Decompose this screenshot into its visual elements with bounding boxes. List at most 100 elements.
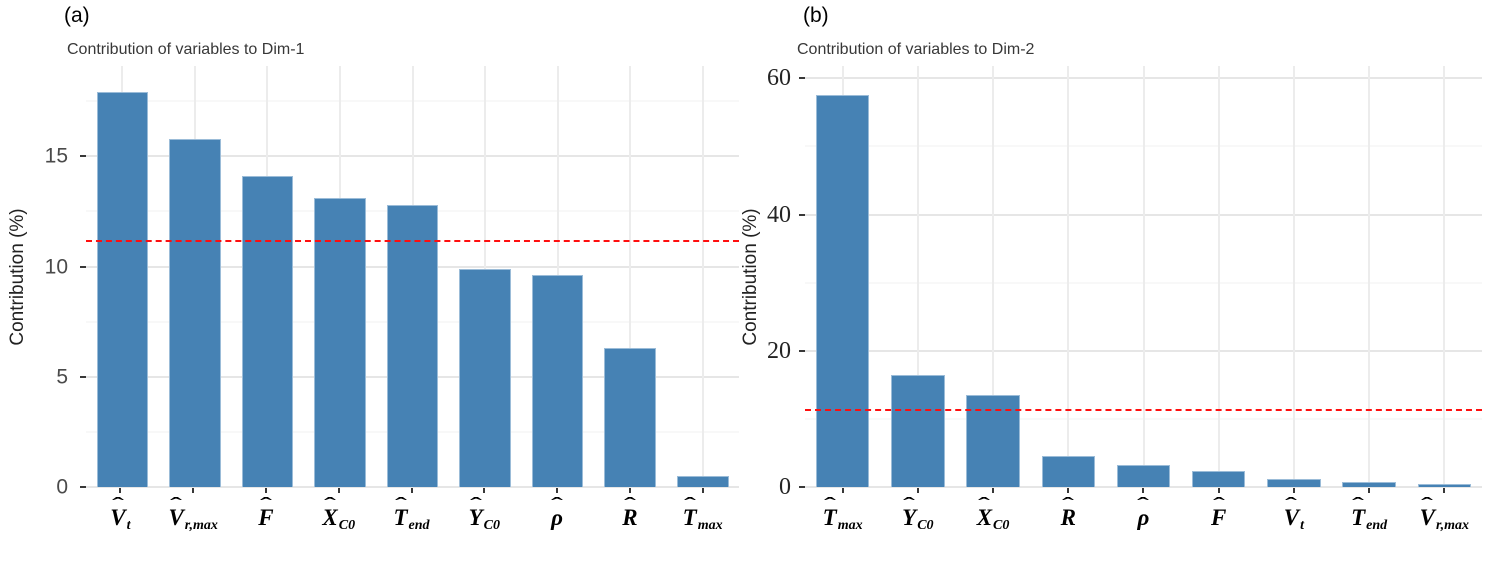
- hat-accent: ˆ: [259, 494, 272, 515]
- panel-dim1: (a) Contribution of variables to Dim-1 C…: [0, 4, 743, 545]
- x-category-subscript: C0: [917, 518, 934, 534]
- x-category: V ˆ r,max: [157, 487, 230, 545]
- gridline-vertical: [629, 66, 632, 487]
- panel-b-y-tick-marks: [793, 66, 805, 488]
- y-tick-label: 20: [767, 337, 791, 364]
- bar: [459, 268, 511, 487]
- x-category-subscript: C0: [483, 518, 500, 534]
- gridline-vertical: [916, 66, 919, 487]
- bar-slot: [805, 66, 880, 487]
- hat-accent: ˆ: [469, 494, 482, 515]
- x-category-label: V ˆ r,max: [1419, 494, 1470, 534]
- x-tick-mark: [841, 487, 844, 493]
- x-category: X ˆ C0: [955, 487, 1030, 545]
- y-tick-label: 5: [56, 365, 68, 389]
- panel-dim2: (b) Contribution of variables to Dim-2 C…: [740, 0, 1486, 571]
- y-tick-label: 15: [44, 144, 68, 168]
- mean-reference-line: [86, 240, 739, 243]
- x-category-label: V ˆ r,max: [168, 494, 218, 534]
- x-category-subscript: C0: [993, 518, 1010, 534]
- x-category-subscript: r,max: [184, 518, 218, 534]
- hat-accent: ˆ: [1352, 494, 1365, 515]
- bar-slot: [667, 66, 740, 487]
- bar: [169, 138, 221, 487]
- bar-slot: [86, 66, 159, 487]
- bar-slot: [449, 66, 522, 487]
- gridline-vertical: [701, 66, 704, 487]
- y-tick-mark: [799, 213, 805, 216]
- bar-slot: [1181, 66, 1256, 487]
- gridline-major: [805, 486, 1482, 488]
- x-tick-mark: [1217, 487, 1220, 493]
- bar: [314, 198, 366, 487]
- x-tick-mark: [192, 487, 195, 493]
- y-tick-label: 40: [767, 201, 791, 228]
- x-category-subscript: max: [697, 518, 723, 534]
- bar: [604, 348, 656, 487]
- hat-accent: ˆ: [551, 494, 564, 515]
- y-axis-title-text: Contribution (%): [7, 207, 28, 346]
- panel-a-chart-area: Contribution (%) 0 5 10 15: [0, 66, 743, 498]
- x-category-label: T ˆ end: [1351, 494, 1388, 534]
- panel-b-x-axis: T ˆ max Y ˆ C0 X ˆ C0 R ˆ ρ ˆ F ˆ V ˆ t T ˆ end V ˆ r,max: [743, 487, 1482, 545]
- bar-row: [86, 66, 739, 487]
- panel-b-chart-area: Contribution (%) 0 20 40 60: [740, 65, 1486, 499]
- x-category-subscript: end: [408, 518, 430, 534]
- bar: [1267, 478, 1321, 487]
- bar: [1417, 484, 1472, 487]
- y-tick-label: 60: [767, 65, 791, 92]
- y-tick-mark: [799, 486, 805, 488]
- panel-a-corner-label: (a): [64, 4, 90, 27]
- x-tick-mark: [119, 487, 122, 493]
- hat-accent: ˆ: [823, 494, 836, 515]
- panel-a-plot-area: [86, 66, 739, 488]
- bar-slot: [304, 66, 377, 487]
- x-tick-mark: [556, 487, 559, 493]
- x-tick-mark: [1067, 487, 1070, 493]
- bar-slot: [1407, 66, 1482, 487]
- bar-slot: [1332, 66, 1407, 487]
- gridline-vertical: [1142, 66, 1145, 487]
- x-category: T ˆ end: [1332, 487, 1407, 545]
- x-tick-mark: [992, 487, 995, 493]
- bar: [1192, 470, 1246, 487]
- hat-accent: ˆ: [1421, 494, 1434, 515]
- bar: [96, 92, 149, 487]
- panel-a-y-tick-marks: [70, 66, 86, 488]
- hat-accent: ˆ: [623, 494, 636, 515]
- x-category-label: T ˆ max: [822, 494, 863, 534]
- gridline-major: [86, 486, 739, 488]
- bar-slot: [880, 66, 955, 487]
- x-category-subscript: r,max: [1435, 518, 1470, 534]
- bar: [815, 94, 870, 487]
- bar: [891, 375, 945, 487]
- x-category-label: Y ˆ C0: [902, 494, 934, 534]
- y-tick-label: 10: [44, 255, 68, 279]
- hat-accent: ˆ: [324, 494, 337, 515]
- x-tick-mark: [916, 487, 919, 493]
- bar-slot: [1256, 66, 1331, 487]
- x-tick-mark: [1443, 487, 1446, 493]
- x-category: T ˆ max: [805, 487, 880, 545]
- panel-b-y-axis-title: Contribution (%): [740, 66, 761, 487]
- panel-a-x-axis: V ˆ t V ˆ r,max F ˆ X ˆ C0 T ˆ end Y ˆ C0 ρ ˆ R ˆ T ˆ max: [0, 487, 739, 545]
- x-category-subscript: end: [1366, 518, 1388, 534]
- panel-a-y-axis-title: Contribution (%): [0, 66, 36, 487]
- x-tick-mark: [483, 487, 486, 493]
- panel-b-title: Contribution of variables to Dim-2: [797, 41, 1035, 58]
- x-category-label: T ˆ max: [682, 494, 723, 534]
- bar-slot: [1031, 66, 1106, 487]
- hat-accent: ˆ: [394, 494, 407, 515]
- x-category-subscript: max: [837, 518, 863, 534]
- bar: [1041, 456, 1095, 487]
- gridline-vertical: [1292, 66, 1295, 487]
